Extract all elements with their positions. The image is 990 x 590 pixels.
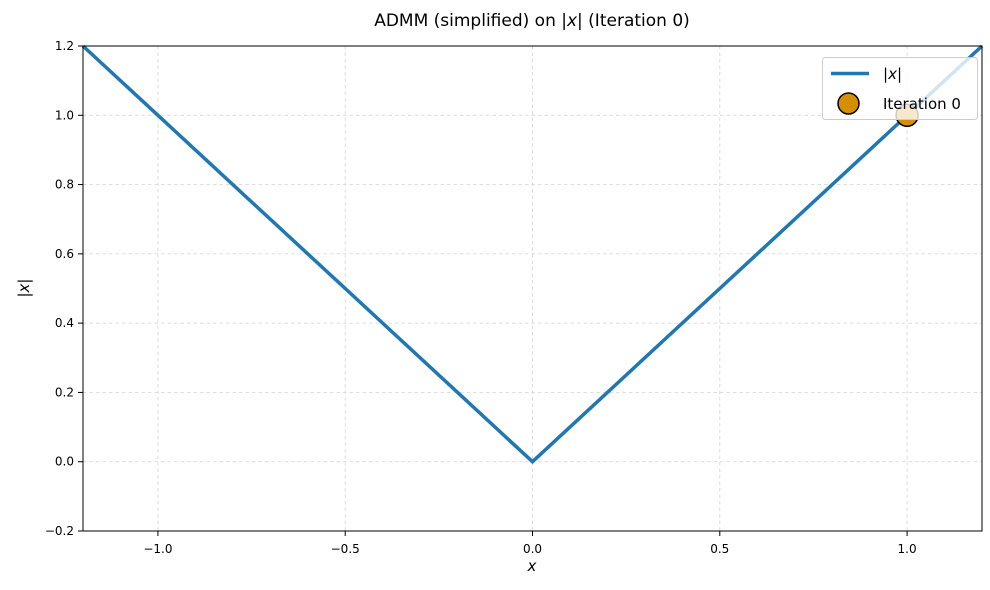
y-tick-label: 0.0	[55, 455, 74, 469]
y-tick-label: 0.6	[55, 247, 74, 261]
x-axis-label: x	[527, 557, 537, 575]
y-tick-label: 0.4	[55, 316, 74, 330]
x-tick-label: −1.0	[143, 542, 172, 556]
legend-label-iteration: Iteration 0	[883, 95, 961, 113]
line-abs-x	[81, 44, 984, 465]
y-axis-label: |x|	[15, 278, 33, 297]
x-tick-label: 1.0	[898, 542, 917, 556]
y-tick-label: −0.2	[45, 524, 74, 538]
plot-area: −1.0 −0.5 0.0 0.5 1.0 −0.2 0.0 0.2 0.4 0.6 0.8 1.0 1…	[45, 39, 984, 556]
y-tick-label: 0.8	[55, 178, 74, 192]
x-tick-label: 0.5	[710, 542, 729, 556]
legend-label-abs-x: |x|	[883, 65, 902, 83]
plot-border	[82, 45, 983, 532]
x-tick-label: −0.5	[331, 542, 360, 556]
y-tick-label: 1.0	[55, 108, 74, 122]
legend: |x| Iteration 0	[822, 57, 978, 120]
y-tick-label: 0.2	[55, 385, 74, 399]
y-tick-label: 1.2	[55, 39, 74, 53]
chart-title: ADMM (simplified) on |x| (Iteration 0)	[374, 11, 690, 31]
legend-circle-swatch	[837, 92, 860, 115]
x-tick-label: 0.0	[523, 542, 542, 556]
